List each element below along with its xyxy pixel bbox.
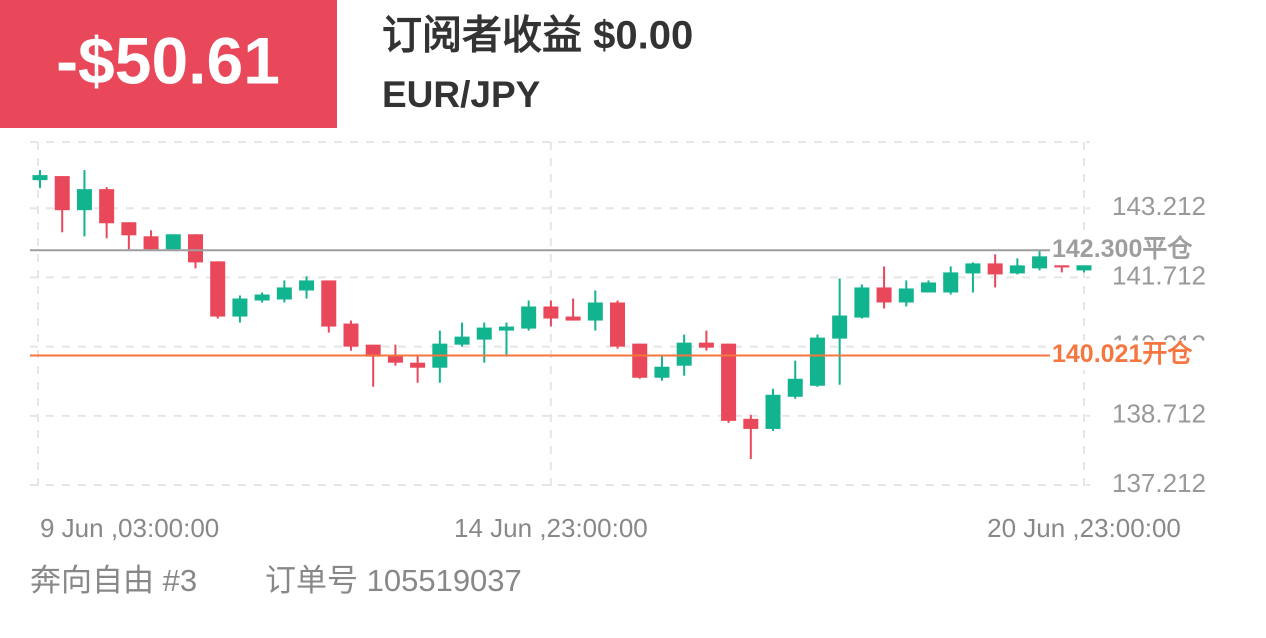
candle-body <box>787 378 803 397</box>
candle-body <box>54 176 70 211</box>
candle-body <box>565 316 581 321</box>
candle-body <box>965 263 981 274</box>
candle-body <box>365 344 381 357</box>
candle-body <box>1032 256 1048 269</box>
candle-body <box>743 418 759 429</box>
price-label: 140.021开仓 <box>1052 339 1193 368</box>
candle-body <box>476 327 492 340</box>
candle-body <box>854 287 870 318</box>
candle-body <box>898 288 914 303</box>
candle-body <box>832 315 848 339</box>
pnl-box <box>0 0 337 128</box>
symbol: EUR/JPY <box>382 74 541 115</box>
candle-body <box>610 302 626 347</box>
candle-body <box>498 326 514 331</box>
candle-body <box>809 337 825 386</box>
candle-body <box>121 222 137 236</box>
candle-body <box>232 298 248 317</box>
x-tick-label: 14 Jun ,23:00:00 <box>454 513 648 543</box>
candle-body <box>1009 265 1025 274</box>
order-number: 订单号 105519037 <box>265 563 522 598</box>
y-tick-label: 138.712 <box>1112 399 1206 429</box>
candle-body <box>676 342 692 366</box>
candle-body <box>76 189 92 211</box>
candle-body <box>632 343 648 378</box>
y-tick-label: 141.712 <box>1112 260 1206 290</box>
candle-body <box>654 366 670 378</box>
y-tick-label: 137.212 <box>1112 468 1206 498</box>
candle-body <box>987 263 1003 275</box>
candle-body <box>32 175 48 181</box>
candle-body <box>343 323 359 347</box>
candle-body <box>410 362 426 368</box>
price-label-bg <box>1050 340 1222 371</box>
candle-body <box>387 354 403 363</box>
pnl: -$50.61 <box>56 23 280 97</box>
candle-body <box>521 306 537 329</box>
candle-body <box>876 287 892 303</box>
candle-body <box>165 234 181 250</box>
candle-body <box>321 280 337 327</box>
price-label-bg <box>1050 235 1222 266</box>
candle-body <box>99 189 115 224</box>
candle-body <box>254 294 270 301</box>
x-tick-label: 9 Jun ,03:00:00 <box>40 513 219 543</box>
candle-body <box>765 394 781 429</box>
candle-body <box>1054 264 1070 268</box>
strategy: 奔向自由 #3 <box>30 563 197 598</box>
candle-body <box>299 280 315 291</box>
candle-body <box>143 236 159 250</box>
candle-body <box>943 272 959 293</box>
candle-body <box>587 302 603 321</box>
price-label: 142.300平仓 <box>1052 234 1193 263</box>
candle-body <box>454 336 470 345</box>
candle-body <box>543 306 559 319</box>
y-tick-label: 143.212 <box>1112 191 1206 221</box>
candle-body <box>276 287 292 300</box>
candle-body <box>721 343 737 421</box>
candle-body <box>921 282 937 293</box>
candle-body <box>187 234 203 263</box>
candle-body <box>210 261 226 317</box>
x-tick-label: 20 Jun ,23:00:00 <box>987 513 1181 543</box>
candle-body <box>698 342 714 348</box>
candle-body <box>1076 264 1092 271</box>
title: 订阅者收益 $0.00 <box>382 14 693 58</box>
